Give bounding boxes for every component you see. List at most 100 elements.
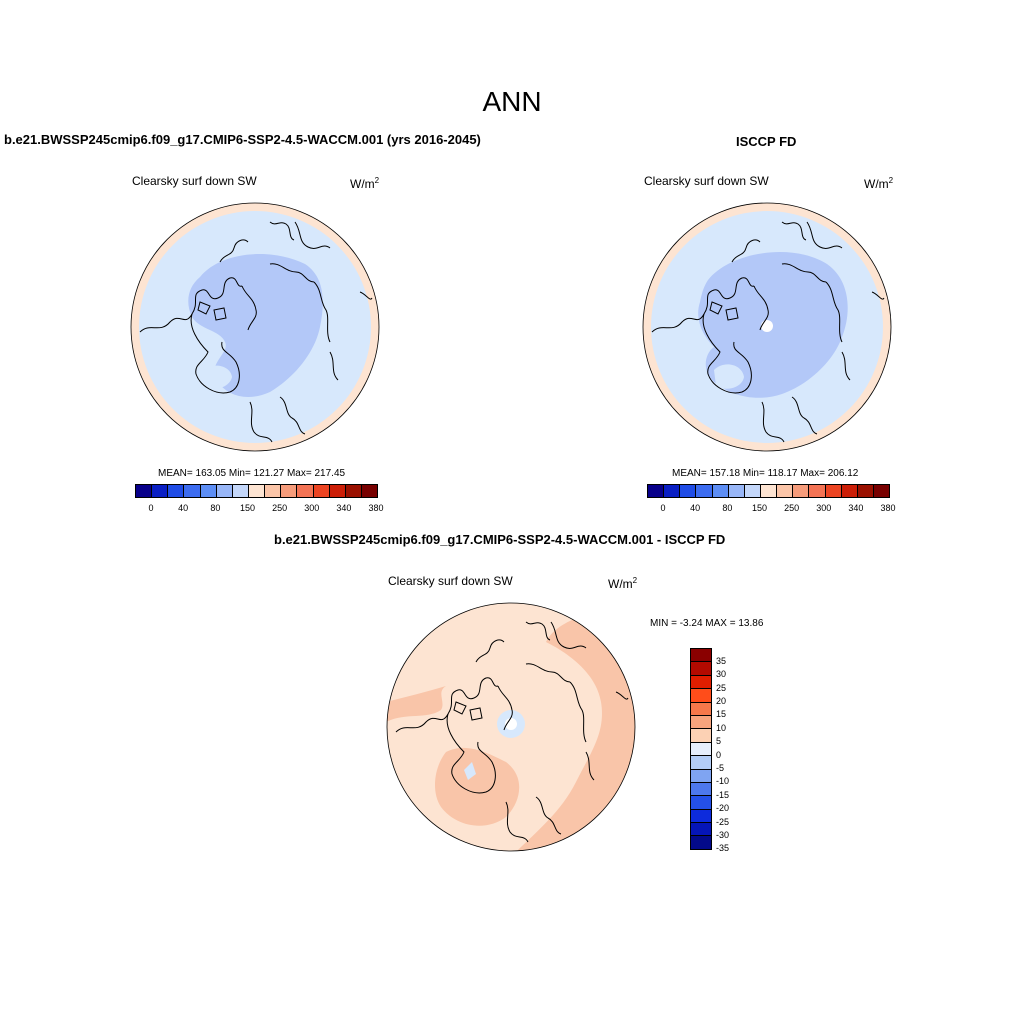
- colorbar-swatch: [691, 769, 711, 783]
- colorbar-tick-label: 80: [722, 503, 733, 513]
- colorbar-swatch: [136, 485, 153, 497]
- colorbar-tick-label: 150: [239, 503, 255, 513]
- colorbar-tick-label: 80: [210, 503, 221, 513]
- colorbar-swatch: [313, 485, 330, 497]
- colorbar-swatch: [200, 485, 217, 497]
- panel-diff-case-title: b.e21.BWSSP245cmip6.f09_g17.CMIP6-SSP2-4…: [274, 532, 726, 547]
- colorbar-tick-label: 40: [690, 503, 701, 513]
- colorbar-swatch: [691, 742, 711, 757]
- colorbar-tick-label: 250: [784, 503, 800, 513]
- greenland-interior: [714, 364, 744, 389]
- missing-data-pole: [761, 320, 773, 332]
- colorbar-swatch: [265, 485, 282, 497]
- panel-model-polar-map: [130, 202, 380, 452]
- map-boundary: [386, 602, 636, 852]
- panel-model-variable-label: Clearsky surf down SW: [132, 174, 257, 188]
- coastlines: [139, 221, 373, 443]
- colorbar-swatch: [691, 729, 711, 743]
- colorbar-tick-label: 250: [272, 503, 288, 513]
- colorbar-tick-label: -25: [716, 816, 730, 827]
- panel-diff-units: W/m2: [608, 576, 638, 591]
- low-sw-region: [188, 254, 323, 397]
- colorbar-swatch: [297, 485, 314, 497]
- panel-model-units: W/m2: [350, 176, 380, 191]
- colorbar-swatch: [728, 485, 745, 497]
- colorbar-tick-label: 300: [816, 503, 832, 513]
- panel-obs-colorbar: [647, 484, 890, 498]
- colorbar-swatch: [345, 485, 362, 497]
- colorbar-swatch: [777, 485, 794, 497]
- colorbar-tick-label: 150: [751, 503, 767, 513]
- colorbar-swatch: [691, 662, 711, 676]
- colorbar-swatch: [712, 485, 729, 497]
- colorbar-tick-label: 300: [304, 503, 320, 513]
- colorbar-tick-label: -15: [716, 789, 730, 800]
- colorbar-swatch: [691, 702, 711, 716]
- colorbar-swatch: [216, 485, 233, 497]
- panel-obs-colorbar-ticks: 0 40 80 150 250 300 340 380: [647, 503, 896, 515]
- panel-diff-colorbar: [690, 648, 712, 850]
- colorbar-swatch: [809, 485, 826, 497]
- greenland-interior: [202, 365, 232, 389]
- panel-model-colorbar-ticks: 0 40 80 150 250 300 340 380: [135, 503, 384, 515]
- panel-model-colorbar: [135, 484, 378, 498]
- colorbar-swatch: [691, 836, 711, 849]
- missing-data-pole: [505, 718, 517, 730]
- colorbar-swatch: [232, 485, 249, 497]
- colorbar-tick-label: -5: [716, 762, 725, 773]
- colorbar-swatch: [793, 485, 810, 497]
- colorbar-swatch: [648, 485, 665, 497]
- colorbar-swatch: [664, 485, 681, 497]
- panel-obs-variable-label: Clearsky surf down SW: [644, 174, 769, 188]
- colorbar-tick-label: 380: [880, 503, 896, 513]
- positive-diff-region: [516, 603, 635, 851]
- colorbar-swatch: [691, 649, 711, 663]
- colorbar-swatch: [760, 485, 778, 497]
- colorbar-swatch: [696, 485, 713, 497]
- panel-diff-polar-map: [386, 602, 636, 852]
- negative-diff-greenland: [464, 762, 476, 780]
- panel-obs-stats: MEAN= 157.18 Min= 118.17 Max= 206.12: [672, 468, 859, 479]
- colorbar-swatch: [680, 485, 697, 497]
- colorbar-swatch: [281, 485, 298, 497]
- colorbar-swatch: [184, 485, 201, 497]
- colorbar-tick-label: 5: [716, 736, 722, 747]
- colorbar-swatch: [152, 485, 169, 497]
- colorbar-tick-label: 0: [716, 749, 722, 760]
- colorbar-tick-label: 40: [178, 503, 189, 513]
- colorbar-swatch: [329, 485, 346, 497]
- panel-obs-units: W/m2: [864, 176, 894, 191]
- colorbar-swatch: [744, 485, 761, 497]
- panel-diff-colorbar-ticks: 35 30 25 20 15 10 5 0 -5 -10 -15 -20 -25 -30 -35: [716, 648, 746, 854]
- colorbar-tick-label: 380: [368, 503, 384, 513]
- panel-obs-polar-map: [642, 202, 892, 452]
- colorbar-swatch: [691, 675, 711, 690]
- coastlines: [395, 621, 629, 843]
- colorbar-swatch: [361, 485, 378, 497]
- panel-model-stats: MEAN= 163.05 Min= 121.27 Max= 217.45: [158, 468, 346, 479]
- colorbar-tick-label: 15: [716, 709, 727, 720]
- panel-obs-case-title: ISCCP FD: [736, 134, 797, 149]
- colorbar-swatch: [841, 485, 858, 497]
- panel-model-case-title: b.e21.BWSSP245cmip6.f09_g17.CMIP6-SSP2-4…: [4, 132, 481, 147]
- colorbar-swatch: [691, 796, 711, 810]
- map-boundary: [642, 202, 892, 452]
- colorbar-swatch: [691, 756, 711, 770]
- colorbar-swatch: [691, 809, 711, 824]
- map-boundary: [130, 202, 380, 452]
- colorbar-swatch: [691, 823, 711, 837]
- page-title: ANN: [482, 86, 542, 117]
- colorbar-swatch: [168, 485, 185, 497]
- colorbar-swatch: [691, 715, 711, 730]
- colorbar-tick-label: 0: [148, 503, 154, 513]
- colorbar-tick-label: 35: [716, 655, 727, 666]
- colorbar-tick-label: 30: [716, 669, 727, 680]
- colorbar-tick-label: 10: [716, 722, 727, 733]
- colorbar-tick-label: 340: [848, 503, 864, 513]
- colorbar-tick-label: 0: [660, 503, 666, 513]
- colorbar-swatch: [691, 689, 711, 703]
- positive-diff-region-west: [387, 686, 446, 722]
- colorbar-tick-label: -10: [716, 776, 730, 787]
- panel-diff-stats: MIN = -3.24 MAX = 13.86: [650, 618, 764, 629]
- colorbar-tick-label: 340: [336, 503, 352, 513]
